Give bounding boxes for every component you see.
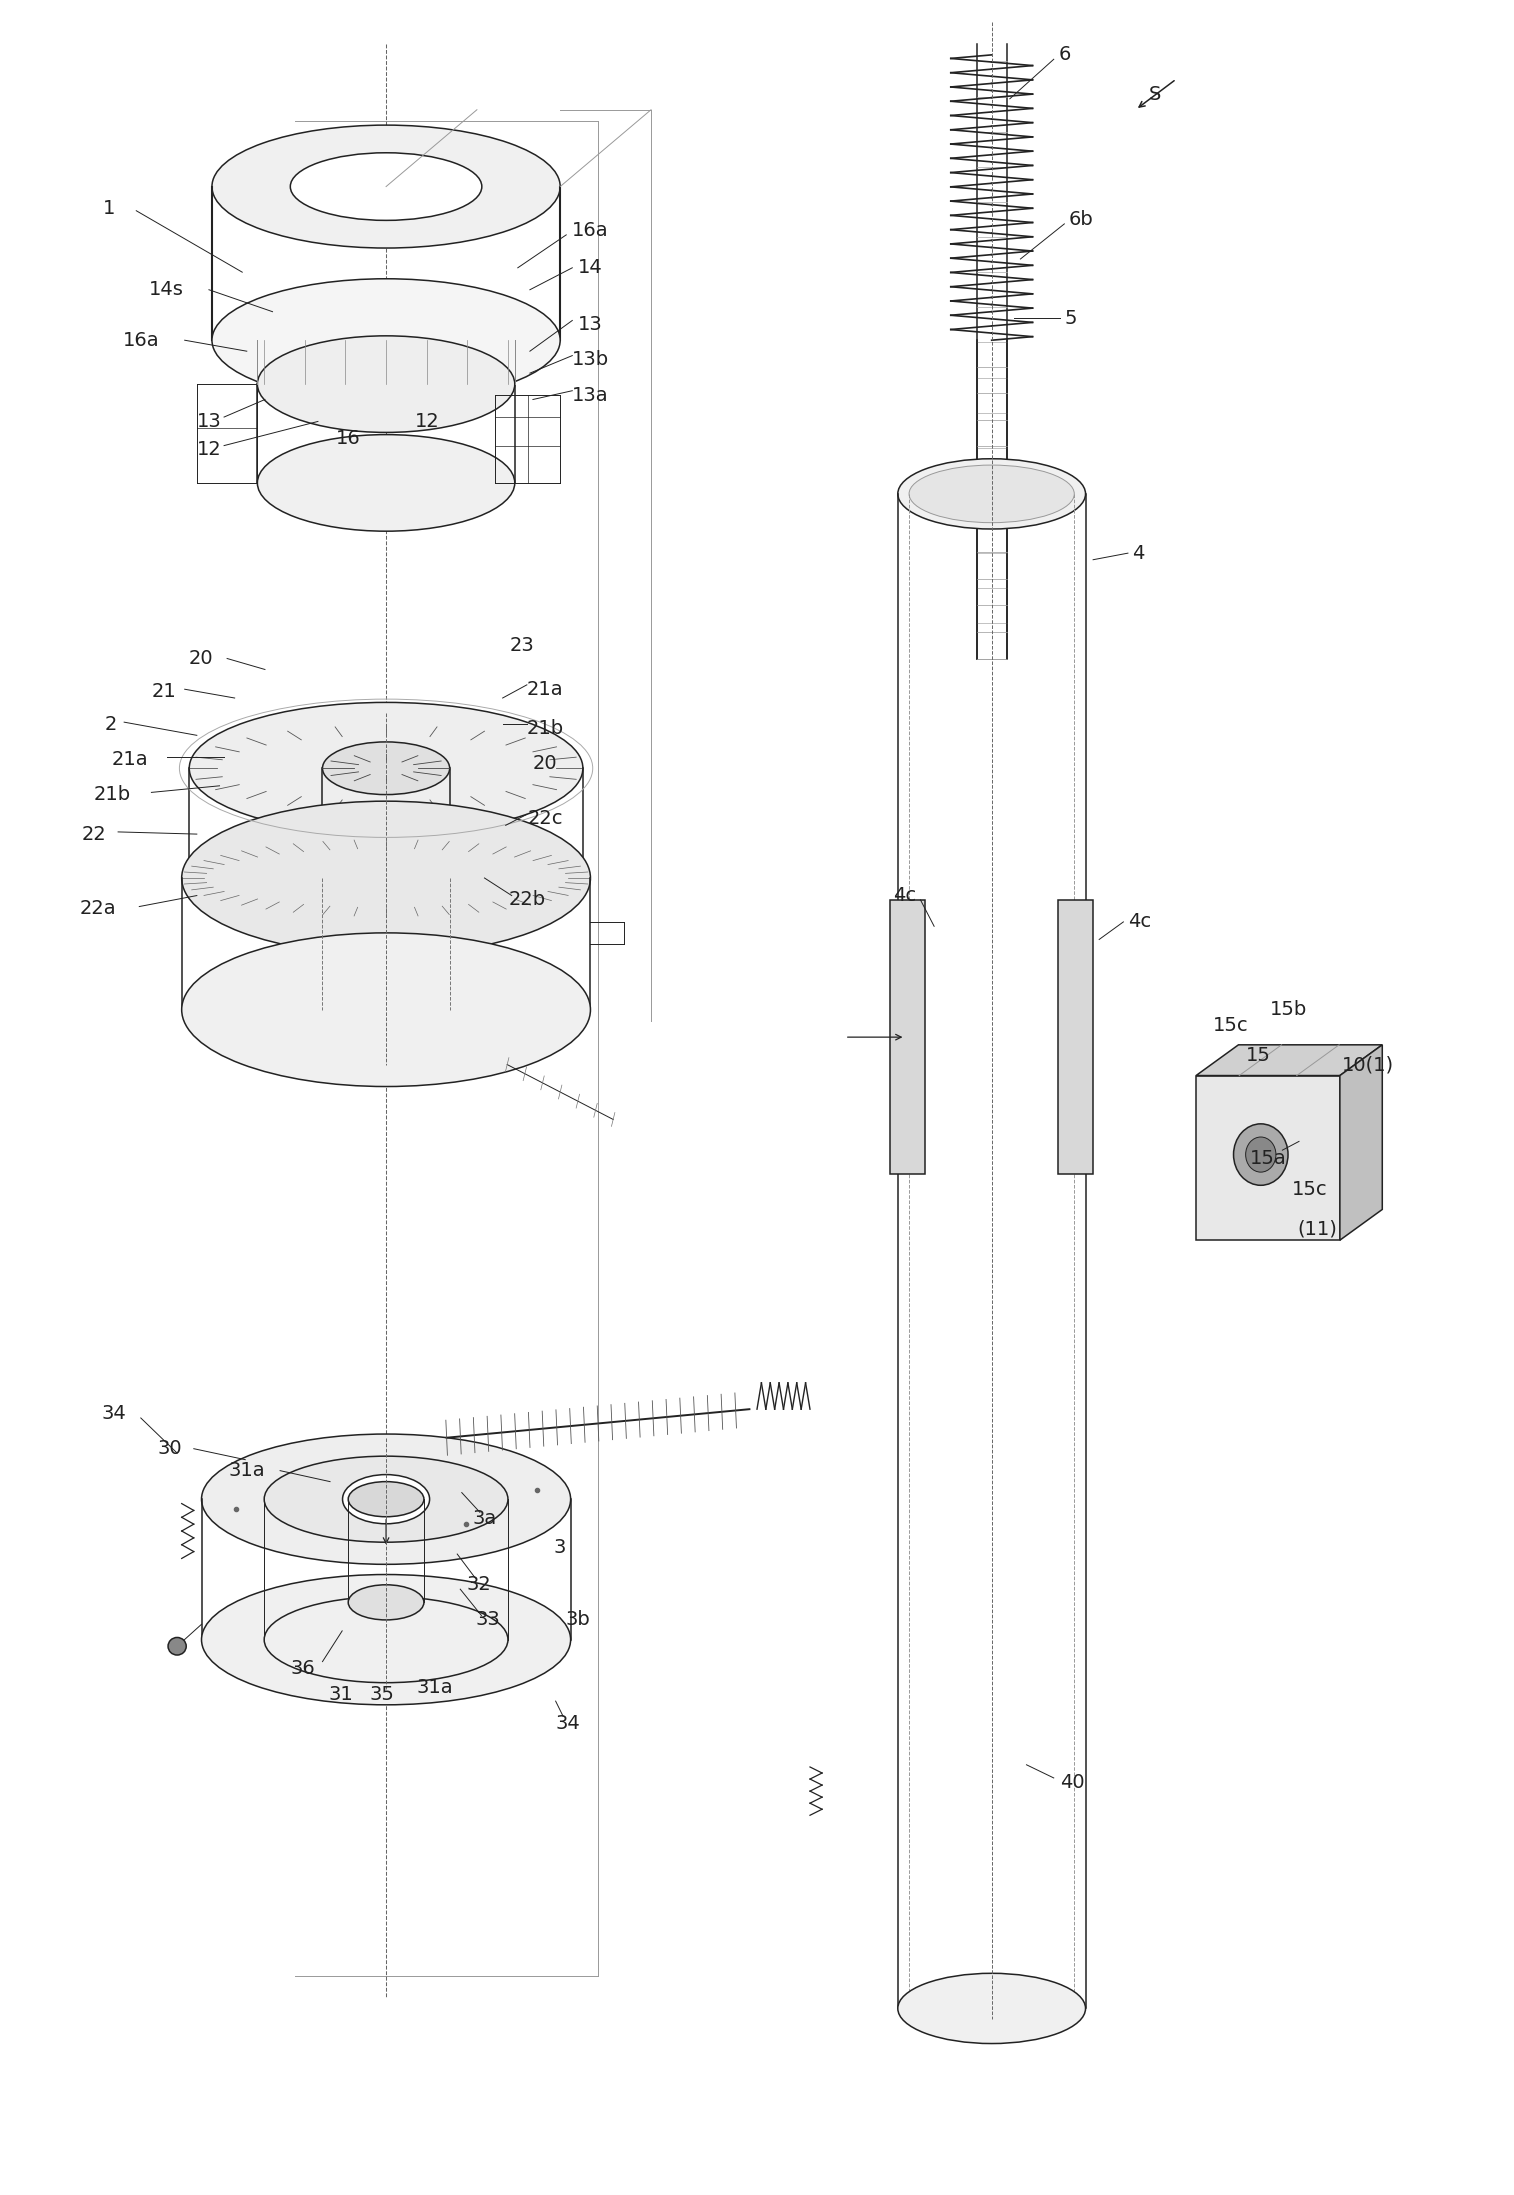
Text: 34: 34 <box>556 1714 580 1732</box>
Text: 5: 5 <box>1064 309 1076 327</box>
Text: 31a: 31a <box>229 1462 265 1479</box>
Text: 20: 20 <box>533 755 557 773</box>
Text: 34: 34 <box>101 1405 126 1422</box>
Ellipse shape <box>168 1637 186 1655</box>
Ellipse shape <box>201 1433 571 1565</box>
Text: 6: 6 <box>1058 46 1070 64</box>
Ellipse shape <box>908 465 1075 522</box>
Text: 15c: 15c <box>1291 1181 1328 1198</box>
Ellipse shape <box>189 702 583 834</box>
Ellipse shape <box>201 1574 571 1706</box>
Ellipse shape <box>898 459 1086 529</box>
Text: S: S <box>1149 86 1161 103</box>
Text: (11): (11) <box>1297 1220 1337 1238</box>
Ellipse shape <box>182 933 590 1087</box>
Text: 4: 4 <box>1132 544 1145 562</box>
Ellipse shape <box>189 812 583 944</box>
Ellipse shape <box>257 435 515 531</box>
Text: 32: 32 <box>466 1576 491 1594</box>
Text: 35: 35 <box>369 1686 394 1703</box>
Ellipse shape <box>898 1973 1086 2044</box>
Ellipse shape <box>322 852 450 904</box>
Ellipse shape <box>263 1455 507 1543</box>
Text: 21b: 21b <box>527 720 563 738</box>
Text: 21a: 21a <box>527 680 563 698</box>
Text: 31: 31 <box>329 1686 353 1703</box>
Text: 15c: 15c <box>1213 1016 1249 1034</box>
Ellipse shape <box>182 801 590 955</box>
Ellipse shape <box>1234 1124 1288 1185</box>
Text: 4c: 4c <box>893 887 916 904</box>
Text: 3b: 3b <box>566 1611 590 1629</box>
Text: 14s: 14s <box>148 281 185 299</box>
Ellipse shape <box>348 1482 424 1517</box>
Text: 15b: 15b <box>1270 1001 1307 1018</box>
Text: 1: 1 <box>103 200 115 217</box>
Text: 10(1): 10(1) <box>1341 1056 1393 1073</box>
Text: 13: 13 <box>578 316 603 334</box>
Text: 33: 33 <box>475 1611 500 1629</box>
Ellipse shape <box>212 279 560 402</box>
Text: 14: 14 <box>578 259 603 277</box>
Ellipse shape <box>342 1475 430 1523</box>
Text: 31a: 31a <box>416 1679 453 1697</box>
Text: 3: 3 <box>554 1539 566 1556</box>
Ellipse shape <box>322 742 450 795</box>
Text: 16a: 16a <box>572 222 609 239</box>
Text: 2: 2 <box>104 716 117 733</box>
Text: 15a: 15a <box>1251 1150 1287 1168</box>
Text: 4c: 4c <box>1128 913 1151 931</box>
Text: 16: 16 <box>336 430 360 448</box>
Text: 12: 12 <box>415 413 439 430</box>
Text: 22: 22 <box>82 825 106 843</box>
Text: 13: 13 <box>197 413 221 430</box>
Ellipse shape <box>1246 1137 1276 1172</box>
Text: 22c: 22c <box>527 810 563 828</box>
Polygon shape <box>890 900 925 1174</box>
Text: 22a: 22a <box>80 900 117 918</box>
Text: 12: 12 <box>197 441 221 459</box>
Text: 23: 23 <box>510 637 534 654</box>
Polygon shape <box>1340 1045 1382 1240</box>
Text: 6b: 6b <box>1069 211 1093 228</box>
Ellipse shape <box>348 1585 424 1620</box>
Text: 21b: 21b <box>94 786 130 803</box>
Ellipse shape <box>212 125 560 248</box>
Text: 15: 15 <box>1246 1047 1270 1065</box>
Text: 13b: 13b <box>572 351 609 369</box>
Polygon shape <box>1196 1045 1382 1076</box>
Ellipse shape <box>291 154 481 220</box>
Text: 3a: 3a <box>472 1510 497 1528</box>
Polygon shape <box>1196 1076 1340 1240</box>
Text: 21: 21 <box>151 683 176 700</box>
Ellipse shape <box>263 1596 507 1684</box>
Text: 20: 20 <box>189 650 213 667</box>
Text: 36: 36 <box>291 1659 315 1677</box>
Text: 30: 30 <box>157 1440 182 1457</box>
Text: 40: 40 <box>1060 1774 1084 1791</box>
Ellipse shape <box>257 336 515 432</box>
Text: 22b: 22b <box>509 891 545 909</box>
Text: 16a: 16a <box>123 331 159 349</box>
Polygon shape <box>1058 900 1093 1174</box>
Text: 13a: 13a <box>572 386 609 404</box>
Text: 21a: 21a <box>112 751 148 768</box>
